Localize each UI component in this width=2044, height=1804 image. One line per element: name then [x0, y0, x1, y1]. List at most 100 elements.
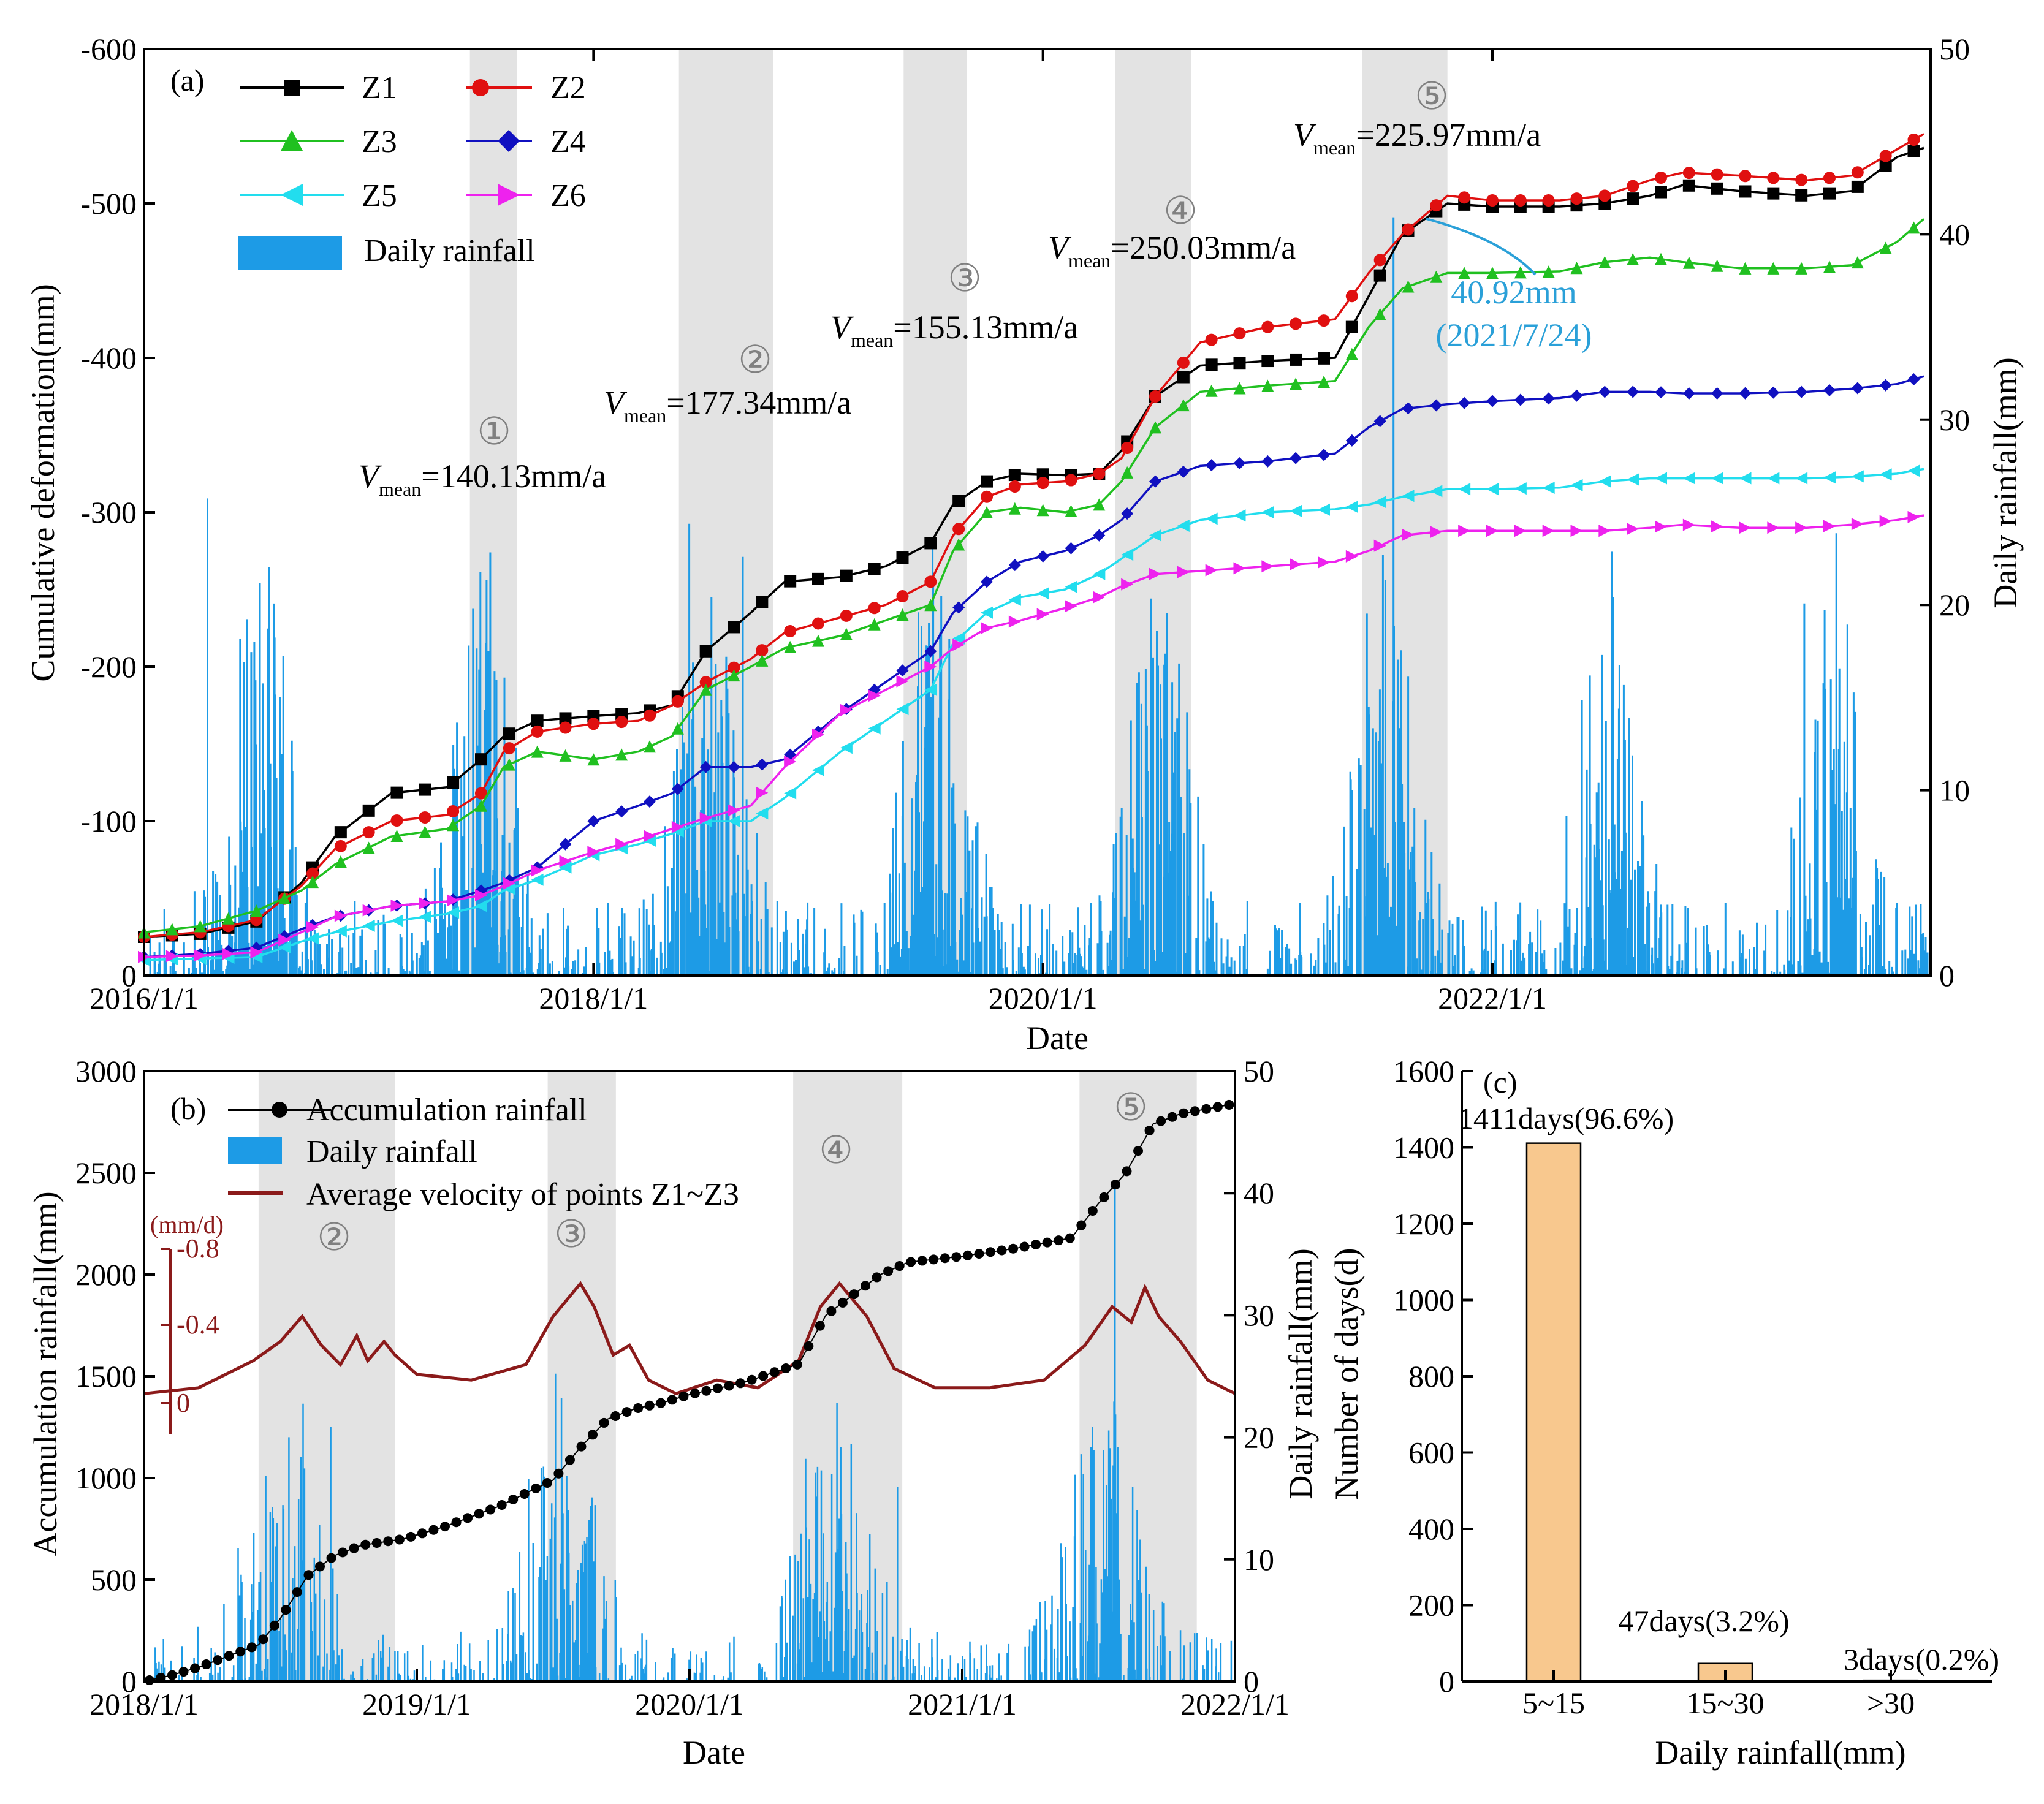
data-point-z3 [531, 745, 544, 758]
data-point-z4 [1739, 387, 1752, 400]
accumulation-data-point [792, 1359, 802, 1370]
data-point-z1 [419, 783, 431, 796]
accumulation-data-point [849, 1289, 859, 1300]
svg-text:Daily rainfall: Daily rainfall [306, 1134, 477, 1169]
inset-axis-tick: 0 [177, 1388, 190, 1418]
data-point-z1 [1008, 469, 1021, 482]
data-point-z6 [1486, 525, 1499, 537]
data-point-z5 [1008, 593, 1021, 606]
data-point-z6 [362, 904, 375, 917]
data-point-z3 [1149, 421, 1161, 434]
svg-text:Z1: Z1 [362, 70, 397, 105]
legend-item-daily-rainfall: Daily rainfall [238, 233, 535, 270]
data-point-z4 [1655, 386, 1667, 399]
svg-text:Z4: Z4 [550, 124, 586, 159]
data-point-z2 [1345, 290, 1358, 303]
data-point-z3 [896, 608, 909, 621]
data-point-z3 [194, 920, 207, 933]
data-point-z4 [1627, 385, 1639, 398]
accumulation-data-point [315, 1561, 325, 1572]
data-point-z6 [1682, 518, 1695, 531]
x-tick-label-b: 2019/1/1 [362, 1687, 471, 1721]
data-point-z4 [1261, 455, 1274, 468]
data-point-z3 [475, 799, 487, 812]
data-point-z2 [1008, 480, 1021, 493]
data-point-z6 [559, 855, 572, 868]
accumulation-data-point [599, 1417, 609, 1428]
data-point-z1 [1373, 269, 1386, 282]
legend-item-z4: Z4 [466, 124, 586, 159]
panel-c-chart: 5~15 15~30 >30 1411days(96.6%) 47days(3.2%) 3… [1328, 1054, 1999, 1771]
data-point-z3 [1008, 502, 1021, 515]
series-line-z2 [143, 133, 1924, 938]
accumulation-data-point [1099, 1192, 1109, 1202]
data-point-z6 [1345, 550, 1358, 563]
panel-b-y-right-title: Daily rainfall(mm) [1282, 1248, 1319, 1499]
accumulation-data-point [1179, 1108, 1189, 1118]
data-point-z2 [1514, 194, 1527, 207]
data-point-z1 [1823, 187, 1836, 200]
data-point-z3 [503, 758, 515, 771]
data-point-z4 [1290, 452, 1302, 464]
period-4-label-b: ④ [819, 1130, 853, 1172]
data-point-z5 [1290, 504, 1302, 517]
data-point-z6 [475, 889, 487, 901]
svg-text:Z6: Z6 [550, 178, 586, 213]
accumulation-data-point [1122, 1166, 1132, 1177]
accumulation-data-point [656, 1398, 666, 1408]
accumulation-data-point [588, 1430, 598, 1440]
accumulation-data-point [349, 1543, 359, 1553]
data-point-z6 [1795, 521, 1808, 534]
accumulation-data-point [974, 1249, 984, 1259]
data-point-z6 [587, 846, 600, 858]
accumulation-data-point [213, 1655, 223, 1666]
data-point-z2 [1261, 320, 1274, 333]
data-point-z1 [868, 563, 881, 575]
series-z3 [138, 218, 1925, 939]
accumulation-data-point [474, 1509, 484, 1519]
data-point-z2 [1036, 477, 1049, 490]
data-point-z6 [1205, 564, 1218, 577]
series-line-z5 [143, 468, 1924, 961]
data-point-z6 [1458, 525, 1471, 537]
inset-axis-unit: (mm/d) [150, 1211, 224, 1238]
data-point-z1 [531, 714, 544, 727]
data-point-z6 [840, 703, 853, 716]
panel-b-y-left-title: Accumulation rainfall(mm) [27, 1191, 64, 1556]
data-point-z4 [644, 795, 656, 808]
data-point-z6 [306, 921, 319, 934]
category-label: 5~15 [1522, 1686, 1585, 1720]
accumulation-data-point [417, 1528, 427, 1539]
y-tick-label-c: 1600 [1393, 1054, 1454, 1088]
data-point-z2 [362, 826, 375, 839]
data-point-z6 [896, 675, 909, 688]
data-point-z3 [1065, 504, 1077, 517]
y-right-tick-label: 40 [1939, 217, 1970, 251]
data-point-z3 [165, 923, 178, 936]
data-point-z1 [756, 596, 769, 608]
accumulation-data-point [394, 1534, 405, 1545]
data-point-z4 [728, 760, 740, 773]
data-point-z5 [1739, 472, 1752, 485]
accumulation-data-point [815, 1321, 825, 1331]
average-velocity-line [143, 1281, 1236, 1395]
data-point-z6 [1570, 525, 1583, 537]
accumulation-data-point [178, 1667, 189, 1677]
data-point-z6 [671, 821, 684, 833]
data-point-z3 [1514, 266, 1527, 279]
accumulation-data-point [1110, 1180, 1120, 1190]
data-point-z5 [1767, 472, 1780, 485]
y-tick-label-c: 0 [1439, 1664, 1454, 1699]
data-point-z1 [1036, 468, 1049, 481]
data-point-z2 [1318, 314, 1330, 327]
data-point-z3 [671, 722, 684, 735]
data-point-z2 [952, 523, 965, 536]
data-point-z3 [587, 753, 600, 766]
data-point-z2 [306, 867, 319, 880]
data-point-z5 [1036, 587, 1049, 600]
accumulation-data-point [531, 1483, 541, 1493]
data-point-z4 [1373, 415, 1386, 428]
data-point-z6 [503, 877, 515, 890]
data-point-z2 [1542, 194, 1555, 207]
data-point-z6 [1851, 518, 1864, 531]
